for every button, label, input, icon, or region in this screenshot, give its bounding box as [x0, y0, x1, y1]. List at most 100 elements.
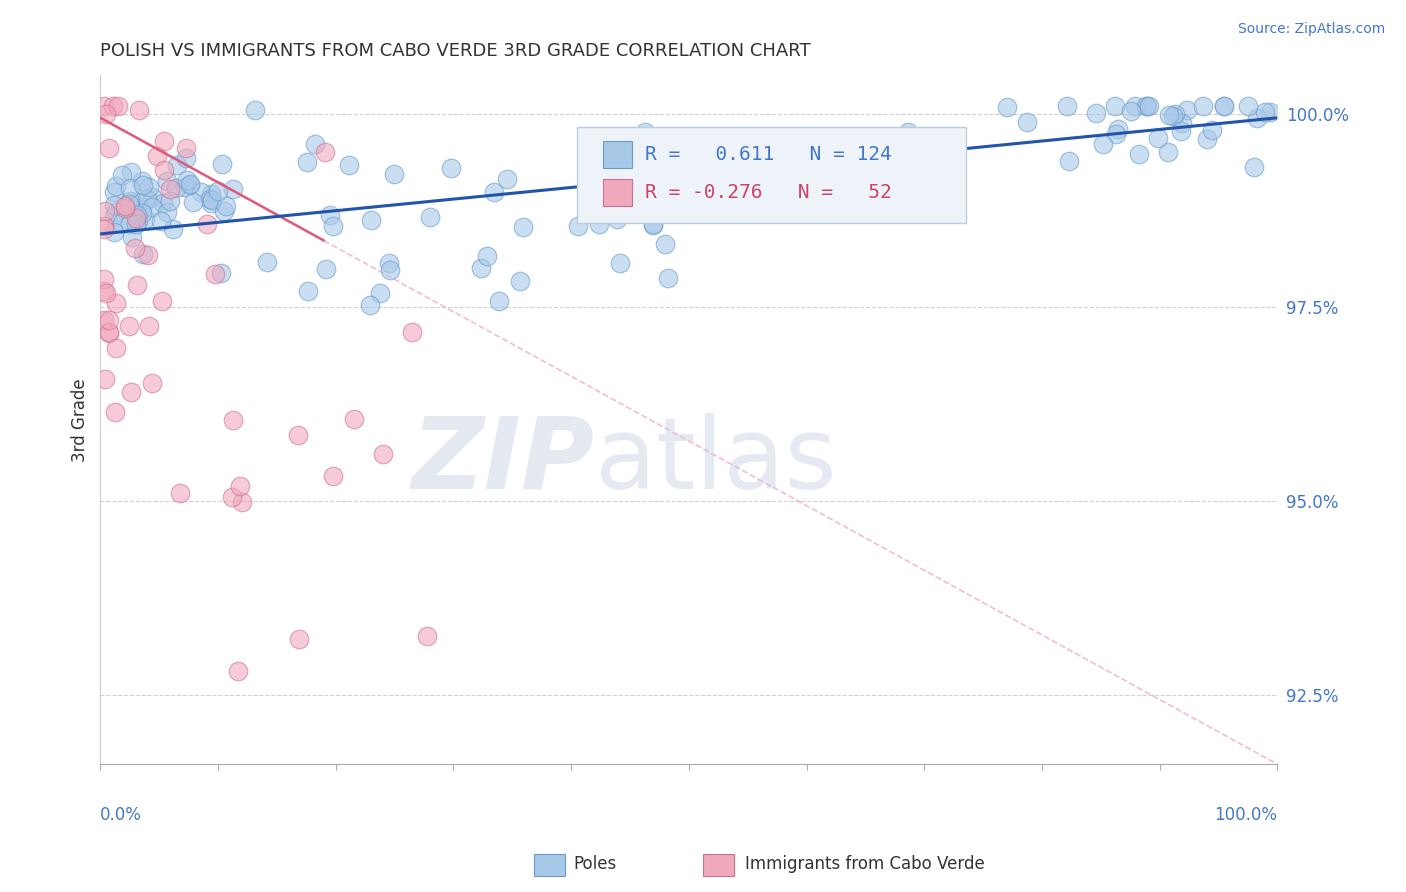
- Point: [1123, 99, 1146, 113]
- Point: [125, 195, 148, 210]
- Point: [118, 217, 141, 231]
- Point: [120, 384, 142, 399]
- Point: [166, 157, 188, 171]
- Point: [212, 204, 235, 219]
- Point: [995, 100, 1018, 114]
- Text: Source: ZipAtlas.com: Source: ZipAtlas.com: [1237, 22, 1385, 37]
- Point: [1135, 99, 1157, 113]
- Point: [156, 174, 179, 188]
- Point: [1137, 99, 1160, 113]
- Point: [111, 216, 134, 230]
- Point: [211, 157, 233, 171]
- Text: R = -0.276   N =   52: R = -0.276 N = 52: [645, 183, 893, 202]
- Point: [1104, 99, 1126, 113]
- Point: [1128, 146, 1150, 161]
- Point: [98, 141, 121, 155]
- Bar: [534, 854, 565, 876]
- Point: [482, 185, 505, 199]
- Point: [641, 217, 664, 231]
- Point: [641, 218, 664, 232]
- Text: Poles: Poles: [574, 855, 617, 873]
- Point: [297, 284, 319, 298]
- Point: [174, 151, 197, 165]
- Point: [165, 181, 187, 195]
- Point: [93, 313, 115, 327]
- Point: [475, 249, 498, 263]
- Point: [401, 325, 423, 339]
- FancyBboxPatch shape: [576, 127, 966, 223]
- Point: [897, 125, 920, 139]
- Point: [470, 261, 492, 276]
- Point: [209, 266, 232, 280]
- Point: [1056, 99, 1078, 113]
- Point: [1201, 123, 1223, 137]
- Point: [221, 412, 243, 426]
- Text: 100.0%: 100.0%: [1215, 805, 1278, 823]
- Point: [1091, 136, 1114, 151]
- Point: [181, 195, 204, 210]
- Point: [118, 318, 141, 333]
- Point: [131, 174, 153, 188]
- Point: [125, 217, 148, 231]
- Point: [128, 103, 150, 118]
- Point: [124, 211, 146, 226]
- Text: POLISH VS IMMIGRANTS FROM CABO VERDE 3RD GRADE CORRELATION CHART: POLISH VS IMMIGRANTS FROM CABO VERDE 3RD…: [100, 42, 811, 60]
- Text: atlas: atlas: [595, 413, 837, 509]
- Point: [509, 274, 531, 288]
- Point: [101, 99, 124, 113]
- Point: [609, 190, 631, 204]
- Point: [149, 214, 172, 228]
- Point: [245, 103, 267, 118]
- Point: [378, 262, 401, 277]
- Point: [131, 247, 153, 261]
- Point: [1157, 145, 1180, 159]
- Point: [190, 186, 212, 200]
- Point: [96, 107, 118, 121]
- Point: [287, 428, 309, 442]
- Point: [94, 203, 117, 218]
- Text: ZIP: ZIP: [412, 413, 595, 509]
- Point: [138, 179, 160, 194]
- Point: [1084, 105, 1107, 120]
- Point: [382, 168, 405, 182]
- Point: [93, 219, 115, 234]
- Point: [1164, 106, 1187, 120]
- Point: [174, 180, 197, 194]
- Point: [105, 296, 128, 310]
- Point: [94, 372, 117, 386]
- Point: [1146, 130, 1168, 145]
- Point: [222, 181, 245, 195]
- Point: [314, 145, 336, 159]
- Point: [378, 256, 401, 270]
- Point: [1157, 108, 1180, 122]
- Point: [125, 208, 148, 222]
- Point: [488, 293, 510, 308]
- Point: [1212, 99, 1234, 113]
- Point: [360, 213, 382, 227]
- Point: [118, 181, 141, 195]
- Point: [204, 268, 226, 282]
- Point: [1107, 122, 1129, 136]
- Point: [150, 294, 173, 309]
- Text: 0.0%: 0.0%: [100, 805, 142, 823]
- Point: [1121, 103, 1143, 118]
- Point: [125, 277, 148, 292]
- Point: [654, 237, 676, 252]
- Point: [322, 219, 344, 233]
- Point: [1237, 99, 1260, 113]
- Point: [97, 325, 120, 339]
- Point: [657, 271, 679, 285]
- Point: [103, 210, 125, 224]
- Point: [93, 99, 115, 113]
- Point: [304, 136, 326, 151]
- Point: [1170, 116, 1192, 130]
- Point: [221, 490, 243, 504]
- Point: [162, 222, 184, 236]
- Point: [118, 197, 141, 211]
- Point: [93, 272, 115, 286]
- Point: [121, 230, 143, 244]
- Point: [319, 208, 342, 222]
- Point: [288, 632, 311, 646]
- Point: [256, 255, 278, 269]
- Point: [200, 196, 222, 211]
